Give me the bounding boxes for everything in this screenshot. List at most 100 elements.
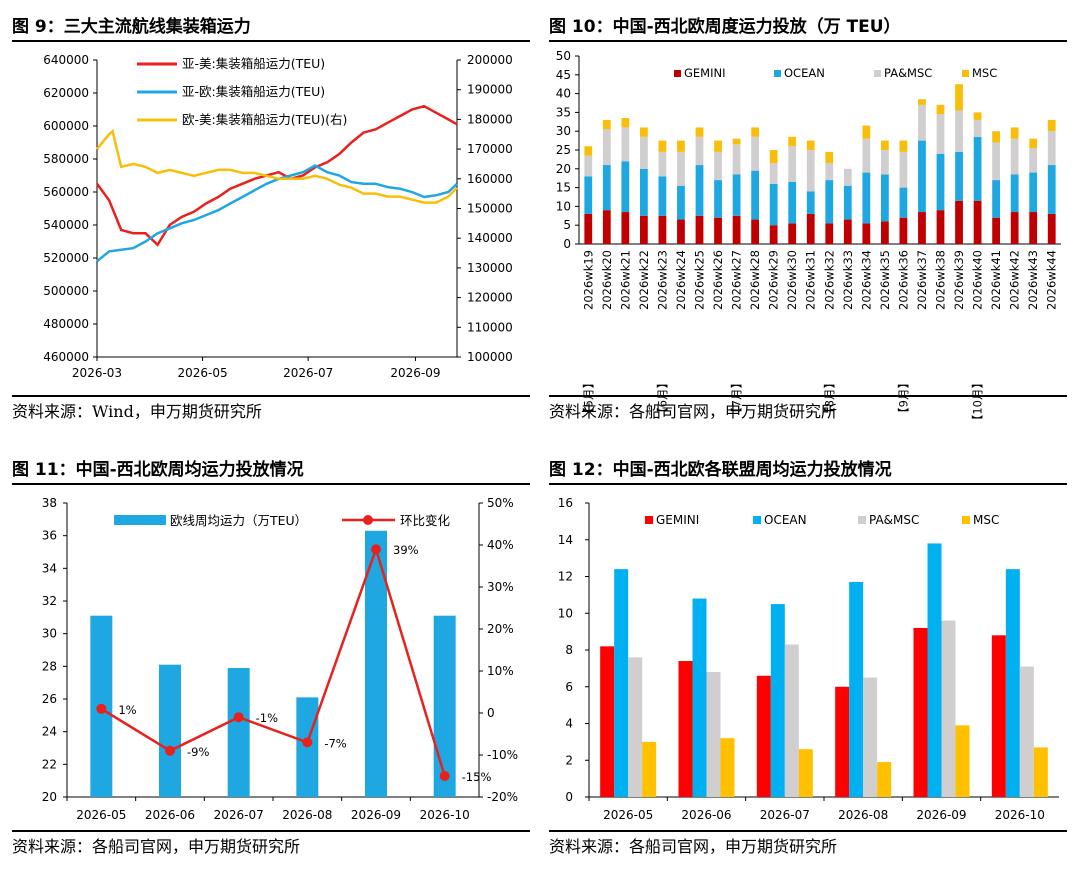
bar-segment [1047,213,1056,244]
bar [1033,747,1048,797]
bar-segment [602,210,611,244]
month-label: 【6月】 [655,377,669,419]
month-label: 【7月】 [730,377,744,419]
bar-segment [1047,165,1056,214]
panel-capacity-routes: 图 9：三大主流航线集装箱运力 460000 480000 500000 520000… [12,12,530,432]
bar-segment [732,138,741,145]
bar-segment [621,161,630,213]
x-tick-label: 2026wk36 [896,250,910,310]
x-tick-label: 2026-05 [603,808,653,822]
bar-segment [899,140,908,152]
bar-segment [899,217,908,244]
x-tick-label: 2026wk41 [989,250,1003,310]
bar [835,686,850,797]
chart-title: 图 12：中国-西北欧各联盟周均运力投放情况 [549,460,892,480]
data-label: -9% [187,745,209,759]
y-tick-label: 40 [556,87,571,101]
bar-segment [843,185,852,220]
bar [770,604,785,797]
bar [692,598,707,797]
legend-label: MSC [972,66,997,80]
bar [600,646,615,797]
x-tick-label: 2026wk30 [785,250,799,310]
x-tick-label: 2026wk23 [655,250,669,310]
bar-segment [973,200,982,244]
legend-label: PA&MSC [884,66,932,80]
x-tick-label: 2026wk28 [748,250,762,310]
y-tick-label: 10 [558,606,573,620]
y-tick-label: 460000 [43,350,89,364]
bar-segment [677,140,685,152]
bar-segment [677,185,685,220]
legend-label: PA&MSC [869,513,919,527]
y-tick-label: 36 [42,529,57,543]
bar [927,543,942,797]
x-tick-label: 2026-07 [214,808,264,822]
bar-segment [1010,138,1019,175]
bar-segment [769,150,778,164]
chart-area: 20 22 24 26 28 30 32 34 36 38 -20% -10% 0 10% 20% 30% 40… [42,496,518,822]
bar-segment [806,191,815,214]
source-rule [12,395,530,397]
y2-tick-label: -20% [487,790,518,804]
legend-swatch [962,70,969,77]
data-label: -1% [256,711,278,725]
y-tick-label: 25 [556,143,571,157]
bar-segment [714,217,722,244]
x-tick-label: 2026-07 [283,366,333,380]
bar [913,627,928,797]
panel-monthly-average: 图 11：中国-西北欧周均运力投放情况 20 22 24 26 28 30 32 34 36 38… [12,455,530,875]
bar-segment [584,176,593,214]
y-tick-label: 38 [42,496,57,510]
bar-segment [899,187,908,218]
x-tick-label: 2026wk26 [711,250,725,310]
bar [614,569,629,797]
y-tick-label: 8 [565,643,573,657]
bar-segment [621,212,630,244]
bar-segment [806,213,815,244]
bar-segment [602,119,611,130]
chart-title: 图 9：三大主流航线集装箱运力 [12,17,251,37]
bar-segment [1029,138,1038,149]
bar-segment [639,215,648,244]
y-tick-label: 50 [556,49,571,63]
x-tick-label: 2026-07 [760,808,810,822]
bar-segment [621,127,630,162]
y-tick-label: 520000 [43,251,89,265]
line-marker [302,737,313,748]
bar-segment [955,151,963,201]
bar [1005,569,1020,797]
bar [159,664,181,797]
bar-segment [602,165,611,211]
bar-segment [806,140,815,150]
legend-label: OCEAN [784,66,825,80]
series-line [100,545,446,777]
bar-segment [1029,148,1038,173]
x-tick-label: 2026wk19 [581,250,595,310]
bar [784,644,799,797]
y2-tick-label: -10% [487,748,518,762]
bar-segment [862,223,871,244]
bar-segment [918,104,926,141]
bar [849,582,864,797]
y-tick-label: 6 [565,680,573,694]
legend-label: 亚-美:集装箱船运力(TEU) [182,56,325,71]
x-tick-label: 2026wk33 [841,250,855,310]
bar [433,615,456,797]
bar [642,741,657,797]
legend-swatch [874,70,881,77]
y2-tick-label: 110000 [467,320,513,334]
y-tick-label: 480000 [43,317,89,331]
y-tick-label: 12 [558,570,573,584]
x-tick-label: 2026wk44 [1045,250,1059,310]
panel-weekly-capacity: 图 10：中国-西北欧周度运力投放（万 TEU） 0 5 10 15 20 25 30 35 4… [549,12,1067,432]
panel-alliance-average: 图 12：中国-西北欧各联盟周均运力投放情况 0 2 4 6 8 10 12 14 16 2026… [549,455,1067,875]
bar-segment [695,127,704,137]
bar-segment [973,136,982,201]
y2-tick-label: 180000 [467,112,513,126]
bar [720,738,735,797]
x-tick-label: 2026wk29 [767,250,781,310]
source-rule [549,830,1067,832]
bar-segment [1010,174,1019,213]
chart-area: 0 2 4 6 8 10 12 14 16 2026-05 2026-06 2026-07 2026-0… [558,496,1059,822]
